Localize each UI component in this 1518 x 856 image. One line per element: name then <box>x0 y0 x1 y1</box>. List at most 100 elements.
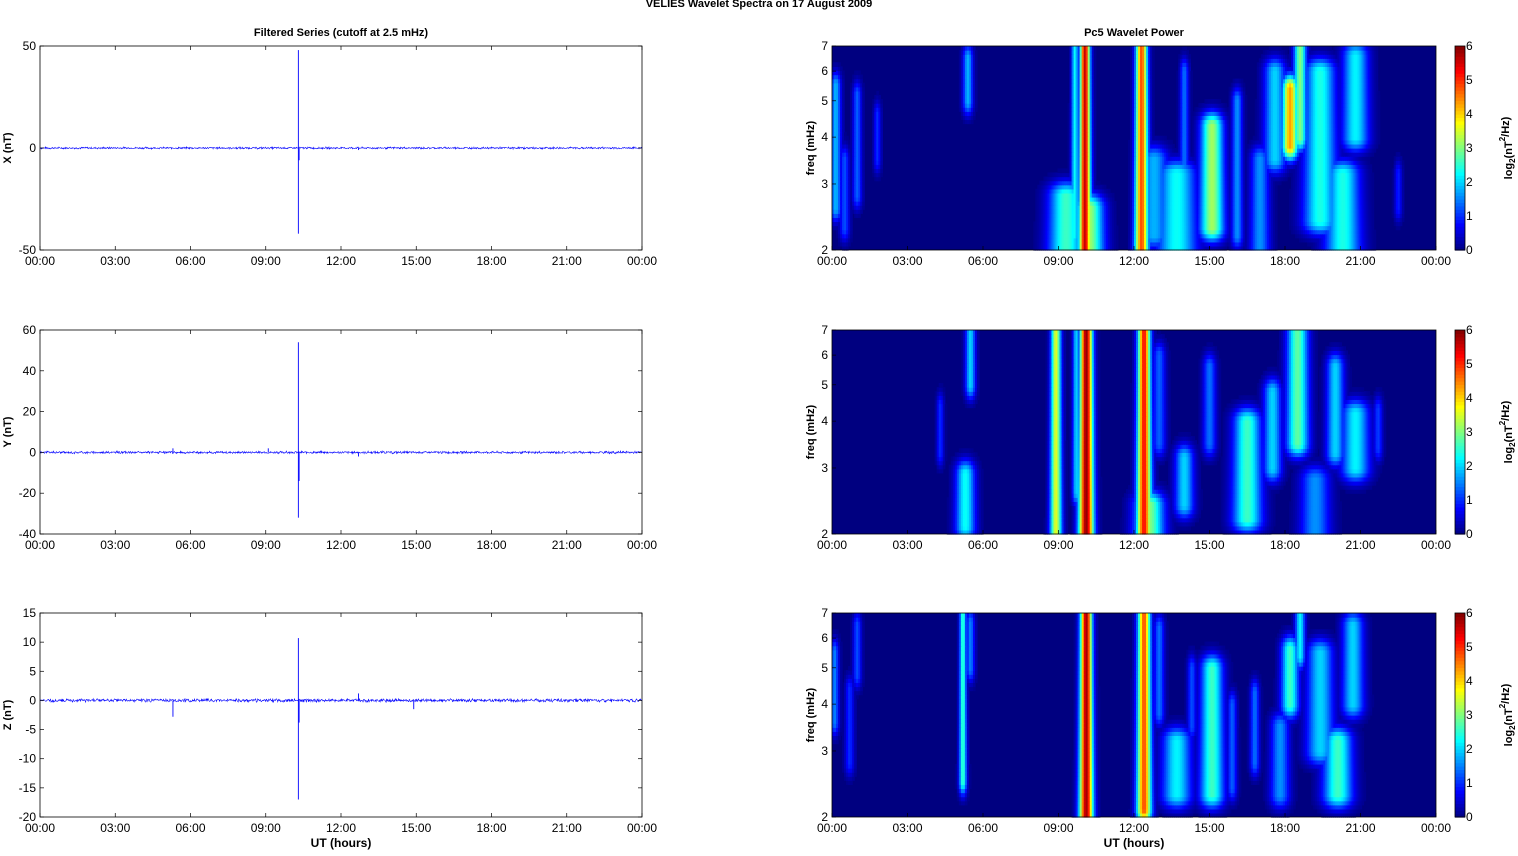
heatmap-cell <box>1402 185 1405 190</box>
heatmap-cell <box>1108 189 1111 194</box>
heatmap-cell <box>862 189 865 194</box>
heatmap-cell <box>878 177 881 182</box>
heatmap-cell <box>862 181 865 186</box>
heatmap-cell <box>1398 226 1401 231</box>
heatmap-cell <box>1368 156 1371 161</box>
heatmap-cell <box>1372 217 1375 222</box>
heatmap-cell <box>1372 177 1375 182</box>
heatmap-cell <box>1094 160 1097 165</box>
heatmap-cell <box>862 177 865 182</box>
heatmap-cell <box>1376 144 1379 149</box>
heatmap-cell <box>1402 189 1405 194</box>
heatmap-cell <box>880 144 883 149</box>
heatmap-cell <box>1279 181 1282 186</box>
x-tick-label: 00:00 <box>627 254 657 268</box>
heatmap-cell <box>1116 242 1119 247</box>
heatmap-cell <box>1275 185 1278 190</box>
heatmap-cell <box>1275 213 1278 218</box>
heatmap-cell <box>1372 209 1375 214</box>
heatmap-cell <box>1372 226 1375 231</box>
heatmap-cell <box>862 156 865 161</box>
heatmap-cell <box>842 128 845 133</box>
heatmap-cell <box>1164 136 1167 141</box>
heatmap-cell <box>1275 238 1278 243</box>
y-tick-label: -50 <box>19 243 37 257</box>
heatmap-cell <box>1402 177 1405 182</box>
heatmap-cell <box>1402 164 1405 169</box>
heatmap-cell <box>1114 205 1117 210</box>
heatmap-cell <box>862 144 865 149</box>
panel-title: Filtered Series (cutoff at 2.5 mHz) <box>254 27 429 39</box>
heatmap-cell <box>1152 132 1155 137</box>
heatmap-cell <box>1378 132 1381 137</box>
heatmap-cell <box>880 160 883 165</box>
heatmap-cell <box>1116 234 1119 239</box>
heatmap-cell <box>1378 128 1381 133</box>
heatmap-cell <box>1094 156 1097 161</box>
heatmap-cell <box>862 197 865 202</box>
heatmap-cell <box>1372 152 1375 157</box>
heatmap-cell <box>1402 172 1405 177</box>
x-tick-label: 12:00 <box>326 254 356 268</box>
x-tick-label: 21:00 <box>552 254 582 268</box>
heatmap-cell <box>1094 144 1097 149</box>
heatmap-cell <box>1094 177 1097 182</box>
heatmap-cell <box>1094 164 1097 169</box>
heatmap-cell <box>1275 230 1278 235</box>
x-tick-label: 09:00 <box>251 254 281 268</box>
heatmap-cell <box>862 152 865 157</box>
heatmap-cell <box>1374 230 1377 235</box>
heatmap-cell <box>1094 172 1097 177</box>
y-tick-label: 0 <box>29 141 36 155</box>
heatmap-cell <box>1094 136 1097 141</box>
y-axis-label: X (nT) <box>2 132 14 163</box>
heatmap-cell <box>1275 242 1278 247</box>
heatmap-cell <box>858 213 861 218</box>
heatmap-cell <box>862 132 865 137</box>
heatmap-cell <box>1275 226 1278 231</box>
heatmap-cell <box>844 132 847 137</box>
figure-title: VELIES Wavelet Spectra on 17 August 2009 <box>0 0 1518 10</box>
heatmap-cell <box>1094 152 1097 157</box>
heatmap-cell <box>1402 197 1405 202</box>
heatmap-cell <box>1114 209 1117 214</box>
heatmap-cell <box>1402 181 1405 186</box>
heatmap-cell <box>850 230 853 235</box>
heatmap-cell <box>862 201 865 206</box>
heatmap-cell <box>880 132 883 137</box>
heatmap-cell <box>1094 128 1097 133</box>
heatmap-cell <box>1402 168 1405 173</box>
heatmap-cell <box>850 226 853 231</box>
heatmap-cell <box>1402 213 1405 218</box>
heatmap-cell <box>1372 172 1375 177</box>
heatmap-cell <box>880 128 883 133</box>
heatmap-cell <box>1402 193 1405 198</box>
heatmap-cell <box>1374 148 1377 153</box>
heatmap-cell <box>862 140 865 145</box>
heatmap-cell <box>880 152 883 157</box>
heatmap-cell <box>1402 217 1405 222</box>
heatmap-cell <box>862 164 865 169</box>
heatmap-cell <box>1372 181 1375 186</box>
heatmap-cell <box>850 238 853 243</box>
heatmap-cell <box>850 221 853 226</box>
heatmap-cell <box>850 217 853 222</box>
heatmap-cell <box>1275 197 1278 202</box>
x-tick-label: 03:00 <box>100 254 130 268</box>
heatmap-cell <box>1172 144 1175 149</box>
heatmap-cell <box>1400 221 1403 226</box>
heatmap-cell <box>862 148 865 153</box>
heatmap-cell <box>1275 201 1278 206</box>
heatmap-cell <box>880 156 883 161</box>
heatmap-cell <box>1116 238 1119 243</box>
heatmap-cell <box>1152 128 1155 133</box>
heatmap-cell <box>1275 234 1278 239</box>
heatmap-cell <box>862 160 865 165</box>
heatmap-cell <box>1275 205 1278 210</box>
heatmap-cell <box>1372 185 1375 190</box>
heatmap-cell <box>862 205 865 210</box>
heatmap-cell <box>1372 213 1375 218</box>
heatmap-cell <box>1378 140 1381 145</box>
